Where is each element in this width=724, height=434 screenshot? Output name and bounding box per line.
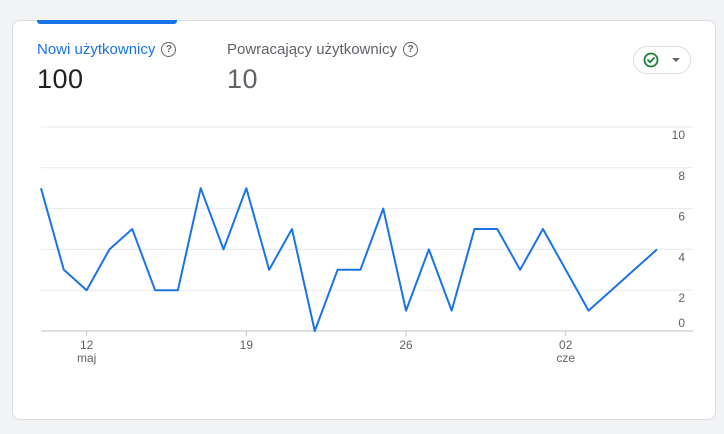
active-tab-indicator bbox=[37, 20, 177, 24]
chart-card: Nowi użytkownicy ? 100 Powracający użytk… bbox=[12, 20, 716, 420]
metric-returning-users-label: Powracający użytkownicy bbox=[227, 41, 398, 58]
x-tick-label: 19 bbox=[240, 338, 254, 352]
chevron-down-icon bbox=[672, 58, 680, 62]
x-tick-label: 12 bbox=[80, 338, 94, 352]
metric-new-users[interactable]: Nowi użytkownicy ? 100 bbox=[37, 41, 177, 95]
y-tick-label: 8 bbox=[678, 169, 685, 183]
y-tick-label: 6 bbox=[678, 210, 685, 224]
x-tick-label: 26 bbox=[399, 338, 413, 352]
help-icon[interactable]: ? bbox=[161, 42, 177, 57]
x-tick-sublabel: maj bbox=[77, 351, 96, 365]
check-circle-icon bbox=[643, 52, 659, 68]
metric-returning-users-value: 10 bbox=[227, 64, 259, 94]
series-line bbox=[40, 187, 658, 332]
y-tick-label: 0 bbox=[678, 316, 685, 330]
help-icon[interactable]: ? bbox=[403, 42, 419, 57]
x-tick-sublabel: cze bbox=[556, 351, 575, 365]
y-tick-label: 4 bbox=[678, 250, 685, 264]
x-tick-label: 02 bbox=[559, 338, 573, 352]
metric-new-users-value: 100 bbox=[37, 64, 84, 94]
y-tick-label: 2 bbox=[678, 291, 685, 305]
metric-returning-users[interactable]: Powracający użytkownicy ? 10 bbox=[227, 41, 419, 95]
y-tick-label: 10 bbox=[672, 128, 686, 142]
metric-new-users-label: Nowi użytkownicy bbox=[37, 41, 156, 58]
comparison-dropdown-button[interactable] bbox=[633, 46, 691, 74]
